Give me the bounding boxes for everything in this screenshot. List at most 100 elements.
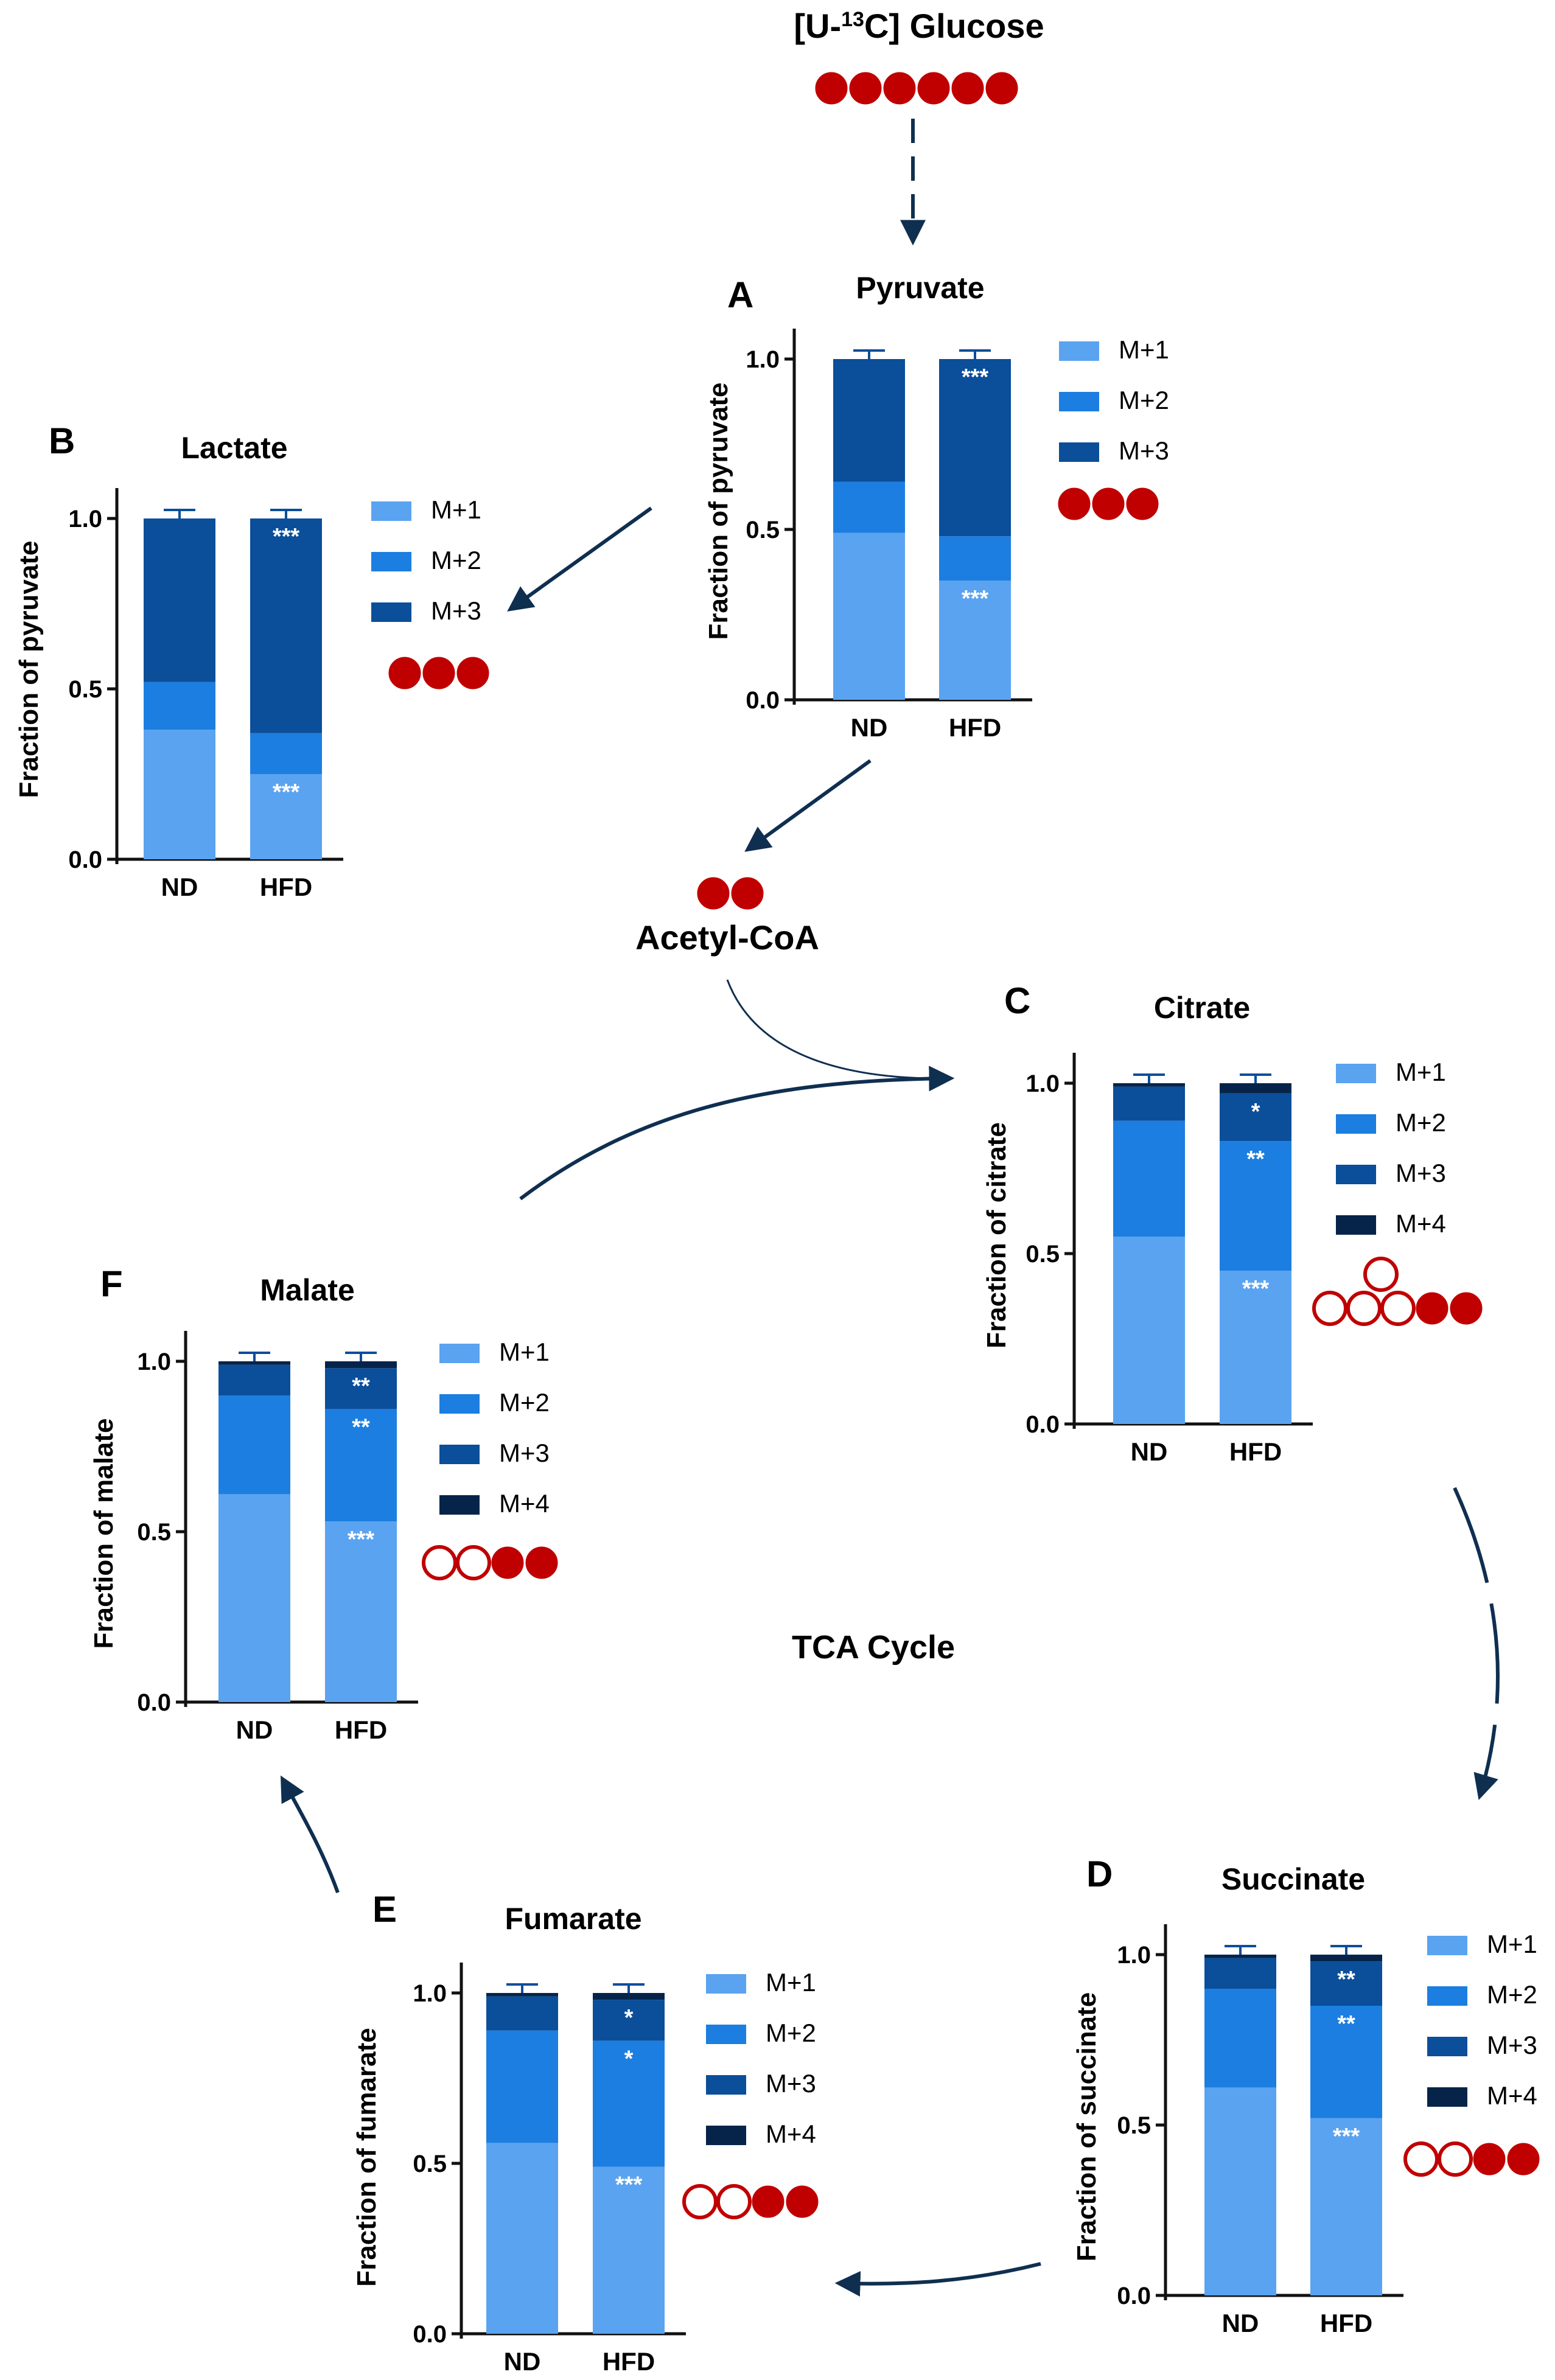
panel-a-legend-swatch	[1059, 392, 1099, 411]
arrow-succinate-to-fumarate	[834, 2262, 1041, 2297]
panel-b-y-tick-label: 0.5	[68, 676, 102, 703]
panel-d-carbon-3	[1473, 2143, 1506, 2176]
panel-e-letter: E	[372, 1889, 397, 1930]
panel-c-letter: C	[1004, 980, 1030, 1021]
arrow-acetylcoa-to-citrate	[726, 979, 950, 1080]
panel-a-significance-star: ***	[962, 365, 989, 390]
panel-e-bar-nd-mplus3	[486, 1996, 558, 2031]
panel-a-carbon-3	[1126, 487, 1159, 520]
panel-d-bar-nd-mplus4	[1204, 1955, 1276, 1958]
glucose-carbon-5	[951, 72, 984, 105]
panel-d-y-tick-label: 0.5	[1117, 2112, 1151, 2139]
panel-c-significance-star: **	[1246, 1146, 1265, 1172]
panel-d-significance-star: **	[1337, 1967, 1355, 1992]
panel-a-y-axis-label: Fraction of pyruvate	[704, 383, 733, 640]
acetyl-coa-carbon-1	[697, 877, 730, 910]
panel-b-bar-nd-mplus2	[144, 682, 215, 730]
panel-c-x-tick-label: HFD	[1229, 1437, 1282, 1466]
panel-f-legend-swatch	[439, 1445, 480, 1464]
panel-a-legend-swatch	[1059, 442, 1099, 462]
pathway-arrows	[280, 119, 1500, 2297]
panel-d-legend-swatch	[1427, 2037, 1467, 2056]
panel-b-lactate: B Lactate Fraction of pyruvate 0.0 0.5 1.0 ND *…	[14, 421, 489, 901]
panel-f-x-tick-label: ND	[236, 1715, 273, 1744]
panel-e-y-tick-label: 1.0	[413, 1980, 447, 2007]
panel-c-y-tick-label: 0.5	[1026, 1241, 1060, 1268]
glucose-carbon-1	[815, 72, 848, 105]
panel-b-legend-label: M+2	[431, 546, 481, 574]
panel-d-carbon-2	[1438, 2141, 1473, 2177]
panel-a-title: Pyruvate	[856, 271, 984, 305]
panel-c-carbon-1	[1312, 1291, 1347, 1326]
panel-c-legend-swatch	[1336, 1064, 1376, 1083]
panel-a-bar-hfd-mplus3	[939, 359, 1011, 537]
panel-d-legend-swatch	[1427, 2087, 1467, 2107]
panel-c-legend-swatch	[1336, 1114, 1376, 1134]
panel-f-x-tick-label: HFD	[335, 1715, 387, 1744]
panel-a-bar-nd-mplus2	[833, 481, 905, 533]
panel-a-significance-star: ***	[962, 586, 989, 612]
panel-a-legend-swatch	[1059, 341, 1099, 361]
panel-d-legend-label: M+3	[1487, 2031, 1537, 2059]
panel-b-title: Lactate	[181, 431, 287, 465]
panel-f-legend-label: M+3	[499, 1439, 550, 1467]
panel-e-y-tick-label: 0.0	[413, 2321, 447, 2348]
panel-f-y-tick-label: 0.5	[137, 1519, 171, 1546]
panel-d-legend-label: M+4	[1487, 2081, 1537, 2110]
panel-e-legend-swatch	[706, 2075, 746, 2095]
panel-e-carbon-4	[786, 2185, 819, 2218]
panel-d-y-tick-label: 1.0	[1117, 1942, 1151, 1969]
panel-f-bar-nd-mplus3	[218, 1364, 290, 1395]
panel-b-significance-star: ***	[273, 524, 300, 550]
panel-c-carbon-branch	[1363, 1257, 1399, 1292]
panel-e-carbon-1	[682, 2184, 718, 2219]
panel-e-significance-star: *	[624, 2005, 634, 2031]
panel-b-legend-swatch	[371, 552, 411, 571]
panel-f-carbon-pattern	[422, 1545, 558, 1580]
panel-f-legend-swatch	[439, 1344, 480, 1363]
panel-d-succinate: D Succinate Fraction of succinate 0.0 0.5 1.0…	[1072, 1854, 1540, 2337]
panel-a-pyruvate: A Pyruvate Fraction of pyruvate 0.0 0.5 1.0 ND…	[704, 271, 1169, 742]
panel-c-legend-label: M+3	[1396, 1159, 1446, 1187]
panel-c-bar-nd-mplus3	[1113, 1086, 1185, 1121]
panel-b-letter: B	[49, 421, 75, 461]
panel-f-bar-hfd-mplus2	[325, 1409, 397, 1522]
acetyl-coa-label: Acetyl-CoA	[635, 918, 819, 957]
panel-f-bar-hfd-mplus1	[325, 1521, 397, 1702]
arrow-citrate-to-succinate	[1453, 1487, 1500, 1801]
panel-e-carbon-2	[716, 2184, 752, 2219]
panel-f-bar-nd-mplus4	[218, 1361, 290, 1365]
panel-c-bar-hfd-mplus4	[1220, 1083, 1291, 1094]
panel-f-legend-swatch	[439, 1394, 480, 1414]
panel-a-carbon-2	[1092, 487, 1125, 520]
panel-f-legend-swatch	[439, 1495, 480, 1515]
panel-b-carbon-3	[456, 657, 489, 689]
panel-e-y-tick-label: 0.5	[413, 2151, 447, 2177]
panel-c-carbon-4	[1416, 1292, 1448, 1325]
glucose-carbon-atoms	[815, 72, 1018, 105]
arrow-fumarate-to-malate	[280, 1775, 340, 1894]
panel-a-bar-nd-mplus3	[833, 359, 905, 482]
panel-f-significance-star: **	[352, 1414, 370, 1440]
panel-d-bar-hfd-mplus1	[1310, 2118, 1382, 2295]
panel-e-bar-hfd-mplus3	[593, 2000, 665, 2041]
panel-e-significance-star: ***	[615, 2172, 643, 2198]
panel-f-y-tick-label: 1.0	[137, 1349, 171, 1375]
panel-a-x-tick-label: HFD	[949, 713, 1001, 742]
panel-e-x-tick-label: HFD	[603, 2347, 655, 2376]
panel-b-legend-label: M+1	[431, 495, 481, 524]
panel-c-bar-hfd-mplus1	[1220, 1271, 1291, 1424]
panel-b-significance-star: ***	[273, 780, 300, 805]
panel-f-y-tick-label: 0.0	[137, 1689, 171, 1716]
panel-b-bar-nd-mplus1	[144, 730, 215, 859]
panel-e-bar-nd-mplus4	[486, 1993, 558, 1997]
panel-e-legend-label: M+2	[766, 2019, 816, 2047]
panel-d-legend-swatch	[1427, 1986, 1467, 2006]
acetyl-coa-carbon-atoms	[697, 877, 764, 910]
panel-e-legend-swatch	[706, 2126, 746, 2145]
panel-d-x-tick-label: ND	[1222, 2309, 1259, 2337]
panel-d-bar-hfd-mplus3	[1310, 1961, 1382, 2006]
panel-b-carbon-pattern	[388, 657, 489, 689]
panel-e-x-tick-label: ND	[504, 2347, 541, 2376]
